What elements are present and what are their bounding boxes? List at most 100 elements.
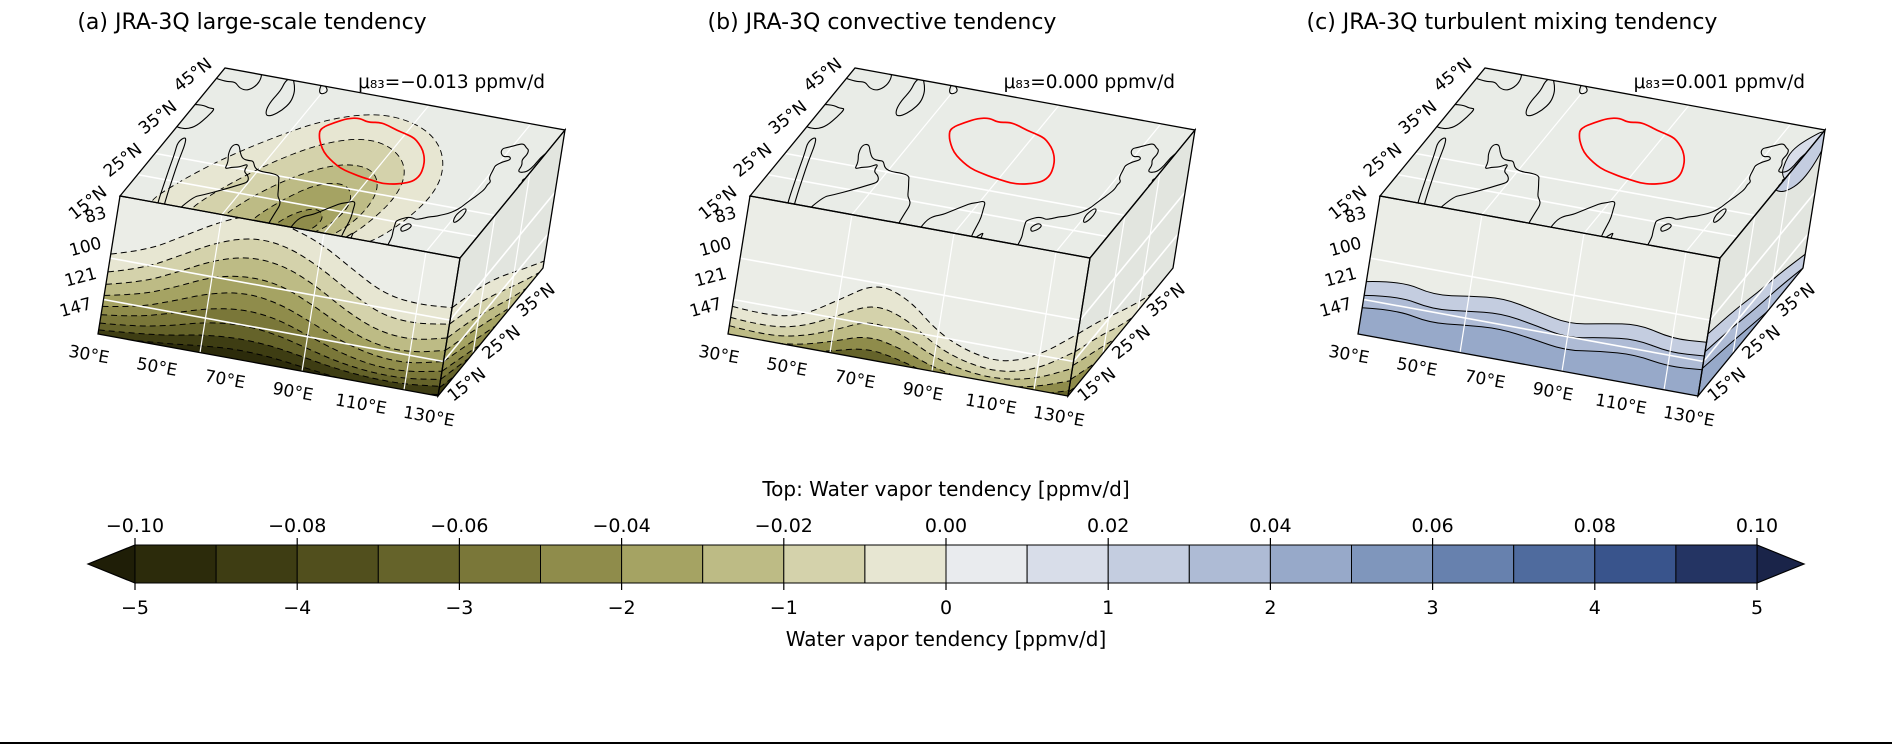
coastline (1660, 223, 1672, 232)
coastline (1474, 72, 1522, 91)
coastline (265, 77, 296, 117)
colorbar-segment (1513, 544, 1596, 584)
lon-tick-label: 70°E (203, 366, 247, 393)
tibetan-plateau-outline (1578, 117, 1686, 185)
colorbar-bottom-tick: 3 (1427, 597, 1439, 619)
colorbar-bottom-tick: 2 (1264, 597, 1276, 619)
colorbar-segment (377, 544, 460, 584)
panel-a-canvas: μ₈₃=−0.013 ppmv/d 15°N25°N35°N45°N831001… (58, 54, 567, 431)
panels-row: (a) JRA-3Q large-scale tendency μ₈₃=−0.0… (0, 4, 1892, 470)
colorbar-top-tick: 0.06 (1411, 515, 1453, 537)
panel-b-canvas: μ₈₃=0.000 ppmv/d 15°N25°N35°N45°N8310012… (688, 54, 1197, 432)
mu83-annotation: μ₈₃=−0.013 ppmv/d (358, 72, 545, 93)
coastline (288, 200, 356, 239)
coastline (1438, 143, 1541, 226)
colorbar-segment (458, 544, 541, 584)
top-face-map (767, 72, 1186, 253)
coastline (1548, 200, 1616, 239)
mu83-annotation: μ₈₃=0.001 ppmv/d (1634, 72, 1805, 93)
pressure-tick-label: 147 (58, 294, 95, 322)
lon-tick-label: 110°E (334, 390, 388, 419)
coastline (342, 232, 354, 241)
colorbar-canvas: Top: Water vapor tendency [ppmv/d] −0.10… (86, 477, 1806, 651)
top-face (1380, 68, 1825, 258)
colorbar-bottom-label: Water vapor tendency [ppmv/d] (786, 627, 1107, 651)
pressure-tick-label: 121 (1322, 264, 1359, 292)
lon-tick-label: 110°E (1594, 390, 1648, 419)
lon-tick-label: 130°E (1032, 403, 1086, 432)
coastline (1602, 232, 1614, 241)
pressure-tick-label: 100 (67, 233, 104, 261)
lon-tick-label: 30°E (67, 342, 111, 369)
mu83-annotation: μ₈₃=0.000 ppmv/d (1004, 72, 1175, 93)
colorbar-top-tick: 0.00 (925, 515, 967, 537)
tibetan-plateau-outline (948, 117, 1056, 185)
colorbar-bottom-tick: 5 (1751, 597, 1763, 619)
coastline (1082, 208, 1097, 223)
coastline (386, 143, 556, 248)
coastline (1712, 208, 1727, 223)
panel-b: (b) JRA-3Q convective tendency μ₈₃=0.000… (630, 4, 1260, 470)
panel-c-canvas: μ₈₃=0.001 ppmv/d 15°N25°N35°N45°N8310012… (1318, 54, 1827, 432)
bottom-rule (0, 742, 1892, 744)
colorbar-top-tick: 0.10 (1736, 515, 1778, 537)
lon-tick-label: 90°E (271, 379, 315, 406)
coastline (1016, 143, 1186, 248)
coastline (895, 77, 926, 117)
lon-tick-label: 30°E (697, 342, 741, 369)
pressure-tick-label: 83 (83, 203, 109, 228)
pressure-tick-label: 147 (1318, 294, 1355, 322)
panel-title: (b) JRA-3Q convective tendency (707, 10, 1057, 35)
panel-title: (c) JRA-3Q turbulent mixing tendency (1306, 10, 1718, 35)
colorbar-segment (783, 544, 866, 584)
lon-tick-label: 50°E (135, 354, 179, 381)
lon-tick-label: 50°E (765, 354, 809, 381)
coastline (157, 137, 187, 207)
colorbar-segment (1675, 544, 1758, 584)
colorbar-bottom-tick: −1 (770, 597, 798, 619)
pressure-tick-label: 147 (688, 294, 725, 322)
colorbar-segment (1351, 544, 1434, 584)
panel-c: (c) JRA-3Q turbulent mixing tendency μ₈₃… (1260, 4, 1890, 470)
pressure-tick-label: 100 (697, 233, 734, 261)
panel-a: (a) JRA-3Q large-scale tendency μ₈₃=−0.0… (0, 4, 630, 470)
lon-tick-label: 110°E (964, 390, 1018, 419)
colorbar-segment (1107, 544, 1190, 584)
coastline (1030, 223, 1042, 232)
colorbar-segment (945, 544, 1028, 584)
lon-tick-label: 90°E (901, 379, 945, 406)
coastline (175, 103, 215, 130)
coastline (787, 137, 817, 207)
coastline (918, 200, 986, 239)
colorbar-top-tick: −0.08 (268, 515, 326, 537)
colorbar-bottom-tick: 1 (1102, 597, 1114, 619)
lon-tick-label: 130°E (1662, 403, 1716, 432)
colorbar-segment (864, 544, 947, 584)
coastline (1417, 137, 1447, 207)
pressure-tick-label: 100 (1327, 233, 1364, 261)
colorbar-bottom-tick: −3 (445, 597, 473, 619)
colorbar-bar: −0.10 −0.08 −0.06 −0.04 −0.02 0.00 0.02 0.04 0.0… (86, 515, 1806, 619)
colorbar-segment (215, 544, 298, 584)
top-face-map (137, 72, 556, 253)
colorbar-segment (1188, 544, 1271, 584)
colorbar-top-tick: 0.08 (1574, 515, 1616, 537)
coastline (808, 143, 911, 226)
lon-tick-label: 30°E (1327, 342, 1371, 369)
colorbar-segment (296, 544, 379, 584)
colorbar-segment (621, 544, 704, 584)
colorbar-bottom-tick: −2 (608, 597, 636, 619)
colorbar-right-arrow (1756, 544, 1806, 584)
coastline (1646, 143, 1816, 248)
colorbar: Top: Water vapor tendency [ppmv/d] −0.10… (0, 470, 1892, 674)
colorbar-bottom-tick: 0 (940, 597, 952, 619)
colorbar-top-tick: −0.10 (106, 515, 164, 537)
colorbar-top-tick: −0.04 (592, 515, 650, 537)
colorbar-top-tick: 0.04 (1249, 515, 1291, 537)
coastline (178, 143, 281, 226)
pressure-tick-label: 83 (713, 203, 739, 228)
panel-title: (a) JRA-3Q large-scale tendency (77, 10, 427, 35)
colorbar-segment (1432, 544, 1515, 584)
colorbar-segment (1269, 544, 1353, 584)
lon-tick-label: 50°E (1395, 354, 1439, 381)
